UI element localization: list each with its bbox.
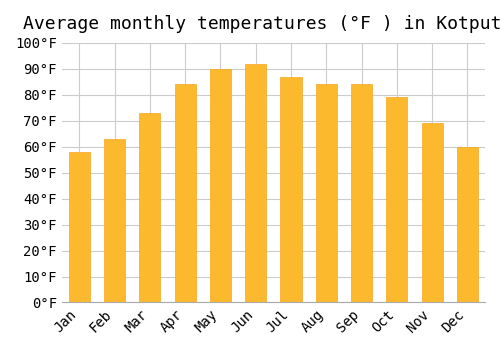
Bar <box>457 147 478 302</box>
Bar <box>386 97 407 302</box>
Bar <box>104 139 125 302</box>
Title: Average monthly temperatures (°F ) in Kotputli: Average monthly temperatures (°F ) in Ko… <box>23 15 500 33</box>
Bar <box>210 69 231 302</box>
Bar <box>280 77 301 302</box>
Bar <box>422 123 442 302</box>
Bar <box>245 64 266 302</box>
Bar <box>316 84 337 302</box>
Bar <box>69 152 90 302</box>
Bar <box>351 84 372 302</box>
Bar <box>174 84 196 302</box>
Bar <box>140 113 160 302</box>
